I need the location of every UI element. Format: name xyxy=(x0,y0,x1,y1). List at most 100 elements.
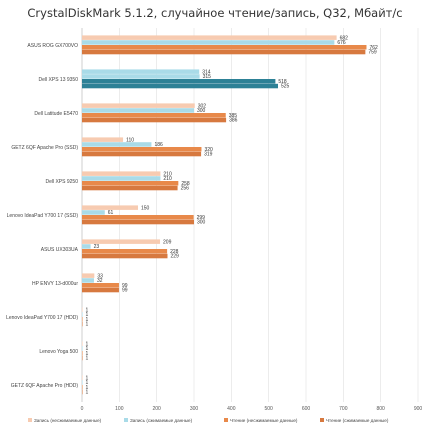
bar xyxy=(82,171,161,176)
data-label: 209 xyxy=(163,239,172,245)
bar xyxy=(82,176,161,181)
bar xyxy=(82,74,200,79)
x-tick-label: 900 xyxy=(414,406,423,412)
data-label: 1 xyxy=(86,390,89,396)
bar xyxy=(82,273,95,278)
category-label: Lenovo Yoga 500 xyxy=(39,349,78,355)
data-label: 682 xyxy=(340,35,349,41)
bar xyxy=(82,375,83,380)
bar xyxy=(82,253,168,259)
bar xyxy=(82,380,83,385)
category-label: GETZ 6QF Apache Pro (SSD) xyxy=(11,145,78,151)
bar xyxy=(82,215,194,220)
bar xyxy=(82,341,83,346)
data-label: 186 xyxy=(154,142,163,148)
data-label: 210 xyxy=(163,176,172,182)
bar xyxy=(82,210,105,215)
bar xyxy=(82,249,168,254)
x-tick-label: 0 xyxy=(81,406,84,412)
category-label: HP ENVY 13-d000ur xyxy=(32,281,78,287)
x-tick-label: 200 xyxy=(152,406,161,412)
bar xyxy=(82,49,366,55)
grid xyxy=(81,28,419,402)
data-label: 315 xyxy=(203,74,212,80)
category-label: Dell Latitude E5470 xyxy=(34,111,78,117)
bar xyxy=(82,147,202,152)
data-label: 1 xyxy=(86,375,89,381)
data-label: 229 xyxy=(170,254,179,260)
data-label: 300 xyxy=(197,108,206,114)
bar xyxy=(82,45,367,50)
bar xyxy=(82,321,83,327)
bar xyxy=(82,181,179,186)
data-label: 1 xyxy=(86,356,89,362)
bar xyxy=(82,244,91,249)
data-label: 1 xyxy=(86,322,89,328)
legend-swatch xyxy=(320,418,324,422)
x-tick-label: 400 xyxy=(227,406,236,412)
legend-swatch xyxy=(28,418,32,422)
data-label: 1 xyxy=(86,380,89,386)
data-label: 319 xyxy=(204,152,213,158)
bar xyxy=(82,40,335,45)
x-tick-label: 700 xyxy=(339,406,348,412)
bar xyxy=(82,283,119,288)
x-tick-label: 600 xyxy=(302,406,311,412)
x-ticks: 0 100 200 300 400 500 600 700 800 900 xyxy=(81,406,423,412)
bar xyxy=(82,278,94,283)
data-label: 302 xyxy=(198,103,207,109)
data-label: 759 xyxy=(368,50,377,56)
bar xyxy=(82,385,83,390)
bar xyxy=(82,137,124,142)
category-label: ASUS ROG GX700VO xyxy=(27,43,78,49)
data-label: 32 xyxy=(97,278,103,284)
bar xyxy=(82,205,138,210)
data-label: 1 xyxy=(86,351,89,357)
category-label: Lenovo IdeaPad Y700 17 (SSD) xyxy=(7,213,79,219)
bar xyxy=(82,307,83,312)
x-tick-label: 800 xyxy=(376,406,385,412)
data-label: 1 xyxy=(86,385,89,391)
data-label: 1 xyxy=(86,307,89,313)
legend-entry: Чтение (сжимаемые данные) xyxy=(326,418,389,423)
data-label: 518 xyxy=(278,79,287,85)
bar xyxy=(82,117,227,123)
data-label: 258 xyxy=(181,181,190,187)
data-label: 525 xyxy=(281,84,290,90)
bar xyxy=(82,219,194,225)
data-label: 61 xyxy=(108,210,114,216)
category-label: GETZ 6QF Apache Pro (HDD) xyxy=(11,383,79,389)
bar xyxy=(82,103,195,108)
bar xyxy=(82,239,161,244)
bar xyxy=(82,83,278,89)
data-label: 676 xyxy=(337,40,346,46)
data-label: 320 xyxy=(204,147,213,153)
bar xyxy=(82,142,152,147)
bar xyxy=(82,351,83,356)
data-label: 210 xyxy=(163,171,172,177)
category-label: Dell XPS 13 9350 xyxy=(39,77,79,83)
chart-title: CrystalDiskMark 5.1.2, случайное чтение/… xyxy=(27,6,402,20)
category-label: Dell XPS 9250 xyxy=(45,179,78,185)
legend-entry: Запись (несжимаемые данные) xyxy=(34,418,102,423)
category-labels: ASUS ROG GX700VO Dell XPS 13 9350 Dell Lat… xyxy=(6,43,79,389)
bar xyxy=(82,312,83,317)
data-label: 1 xyxy=(86,312,89,318)
data-label: 1 xyxy=(86,317,89,323)
legend-swatch xyxy=(124,418,128,422)
bar xyxy=(82,35,337,40)
bar xyxy=(82,355,83,361)
bar xyxy=(82,79,276,84)
data-label: 1 xyxy=(86,341,89,347)
data-label: 386 xyxy=(229,118,238,124)
data-label: 110 xyxy=(126,137,134,143)
bar xyxy=(82,389,83,395)
data-label: 150 xyxy=(141,205,150,211)
category-label: ASUS UX303UA xyxy=(41,247,79,253)
legend-entry: Чтение (несжимаемые данные) xyxy=(230,418,298,423)
data-label: 99 xyxy=(122,288,128,294)
x-tick-label: 500 xyxy=(264,406,273,412)
x-tick-label: 100 xyxy=(115,406,124,412)
data-label: 256 xyxy=(181,186,190,192)
